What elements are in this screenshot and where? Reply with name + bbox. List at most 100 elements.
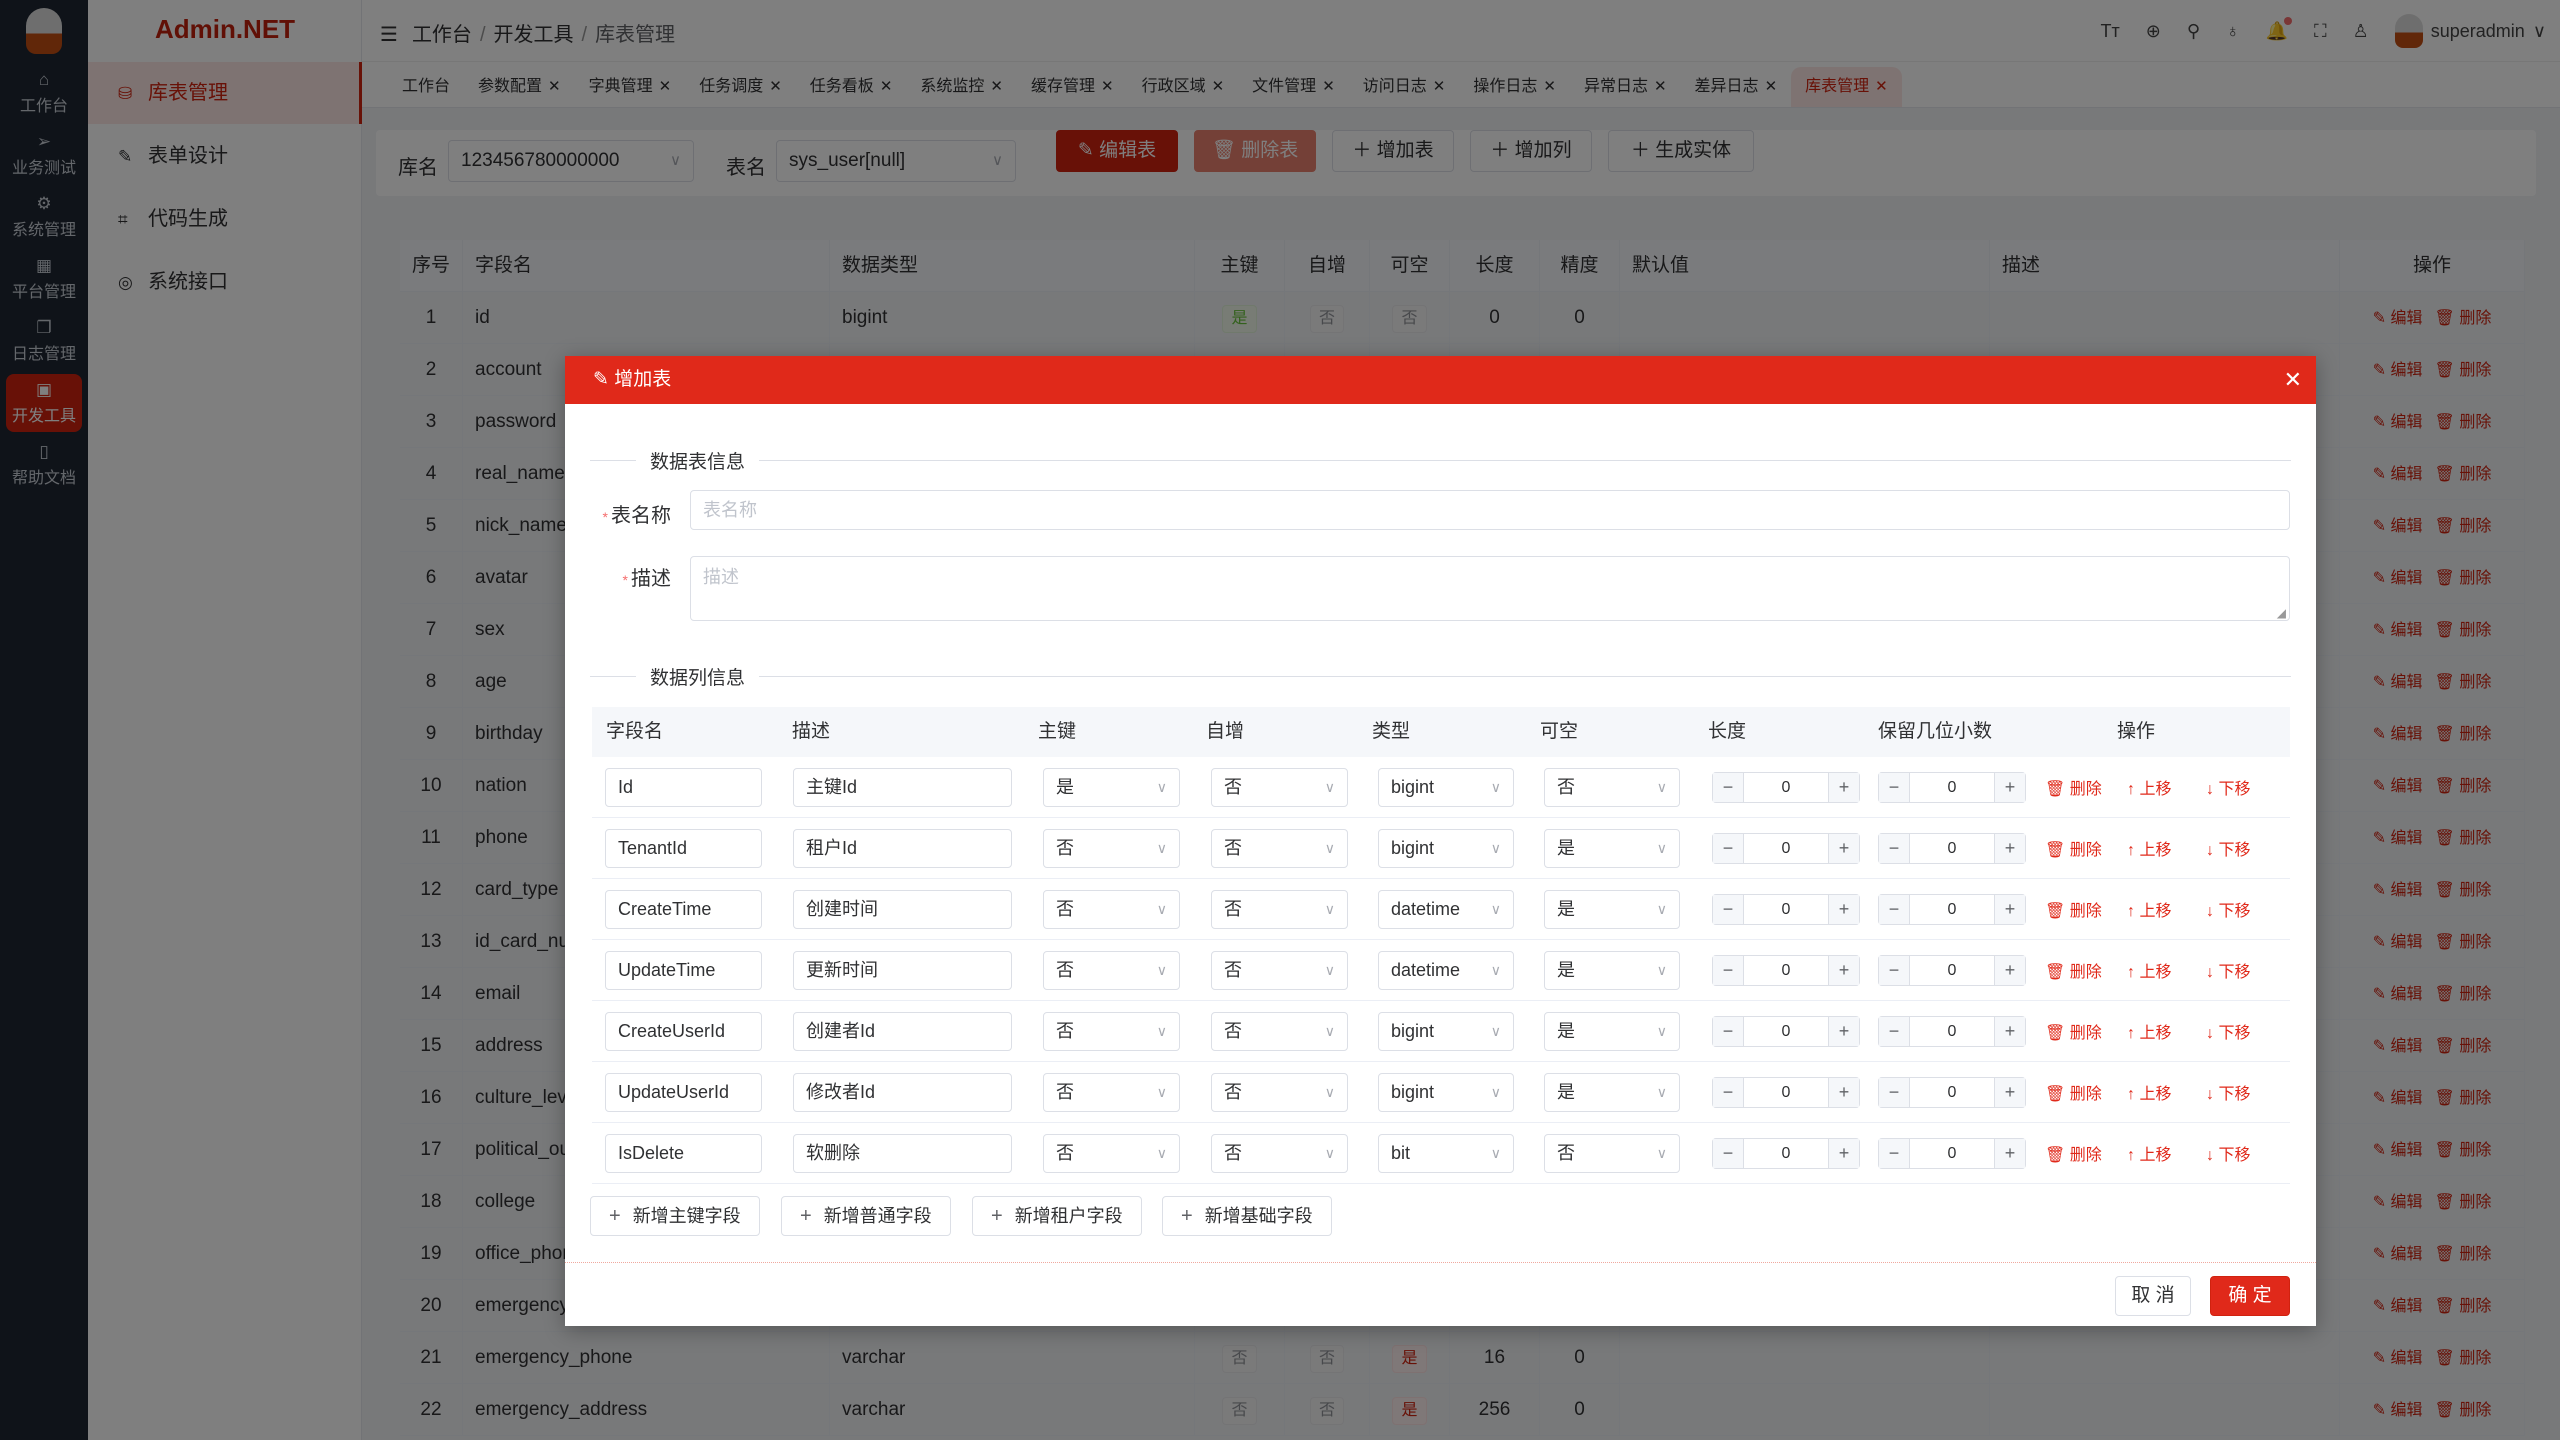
field-len-stepper[interactable]: −0 +	[1712, 955, 1860, 986]
field-len-stepper[interactable]: −0 +	[1712, 1016, 1860, 1047]
stepper-value[interactable]: 0	[1743, 956, 1829, 985]
field-type-select[interactable]: datetime ∨	[1378, 890, 1514, 929]
field-name-input[interactable]: TenantId	[605, 829, 762, 868]
field-name-input[interactable]: IsDelete	[605, 1134, 762, 1173]
minus-icon[interactable]: −	[1713, 1078, 1743, 1107]
field-pk-select[interactable]: 否 ∨	[1043, 1073, 1180, 1112]
add-field-button-3[interactable]: + 新增基础字段	[1162, 1196, 1332, 1236]
field-type-select[interactable]: bigint ∨	[1378, 1073, 1514, 1112]
minus-icon[interactable]: −	[1879, 834, 1909, 863]
plus-icon[interactable]: +	[1829, 834, 1859, 863]
stepper-value[interactable]: 0	[1743, 1078, 1829, 1107]
down-field-button[interactable]: ↓ 下移	[2206, 1019, 2250, 1043]
field-auto-select[interactable]: 否 ∨	[1211, 1134, 1348, 1173]
field-pk-select[interactable]: 否 ∨	[1043, 951, 1180, 990]
field-pk-select[interactable]: 否 ∨	[1043, 1134, 1180, 1173]
field-pk-select[interactable]: 否 ∨	[1043, 1012, 1180, 1051]
minus-icon[interactable]: −	[1713, 773, 1743, 802]
field-null-select[interactable]: 是 ∨	[1544, 829, 1680, 868]
field-name-input[interactable]: Id	[605, 768, 762, 807]
field-desc-input[interactable]: 更新时间	[793, 951, 1012, 990]
delete-field-button[interactable]: 🗑 删除	[2045, 775, 2102, 799]
table-name-input[interactable]: 表名称	[690, 490, 2290, 530]
close-icon[interactable]: ✕	[2283, 367, 2302, 392]
up-field-button[interactable]: ↑ 上移	[2127, 775, 2171, 799]
field-auto-select[interactable]: 否 ∨	[1211, 1073, 1348, 1112]
plus-icon[interactable]: +	[1995, 834, 2025, 863]
up-field-button[interactable]: ↑ 上移	[2127, 836, 2171, 860]
field-len-stepper[interactable]: −0 +	[1712, 1077, 1860, 1108]
down-field-button[interactable]: ↓ 下移	[2206, 958, 2250, 982]
stepper-value[interactable]: 0	[1743, 773, 1829, 802]
minus-icon[interactable]: −	[1879, 956, 1909, 985]
field-type-select[interactable]: bigint ∨	[1378, 1012, 1514, 1051]
delete-field-button[interactable]: 🗑 删除	[2045, 1019, 2102, 1043]
field-type-select[interactable]: bit ∨	[1378, 1134, 1514, 1173]
plus-icon[interactable]: +	[1995, 895, 2025, 924]
field-desc-input[interactable]: 主键Id	[793, 768, 1012, 807]
add-field-button-1[interactable]: + 新增普通字段	[781, 1196, 951, 1236]
field-name-input[interactable]: UpdateTime	[605, 951, 762, 990]
stepper-value[interactable]: 0	[1909, 956, 1995, 985]
field-desc-input[interactable]: 修改者Id	[793, 1073, 1012, 1112]
field-null-select[interactable]: 是 ∨	[1544, 1012, 1680, 1051]
field-dec-stepper[interactable]: −0 +	[1878, 833, 2026, 864]
field-name-input[interactable]: CreateTime	[605, 890, 762, 929]
minus-icon[interactable]: −	[1879, 895, 1909, 924]
plus-icon[interactable]: +	[1829, 895, 1859, 924]
minus-icon[interactable]: −	[1879, 1139, 1909, 1168]
field-pk-select[interactable]: 是 ∨	[1043, 768, 1180, 807]
plus-icon[interactable]: +	[1829, 1078, 1859, 1107]
delete-field-button[interactable]: 🗑 删除	[2045, 958, 2102, 982]
plus-icon[interactable]: +	[1829, 773, 1859, 802]
field-type-select[interactable]: bigint ∨	[1378, 768, 1514, 807]
down-field-button[interactable]: ↓ 下移	[2206, 1141, 2250, 1165]
field-auto-select[interactable]: 否 ∨	[1211, 829, 1348, 868]
field-desc-input[interactable]: 创建时间	[793, 890, 1012, 929]
field-len-stepper[interactable]: −0 +	[1712, 894, 1860, 925]
field-name-input[interactable]: CreateUserId	[605, 1012, 762, 1051]
minus-icon[interactable]: −	[1713, 1017, 1743, 1046]
plus-icon[interactable]: +	[1995, 1139, 2025, 1168]
field-pk-select[interactable]: 否 ∨	[1043, 829, 1180, 868]
stepper-value[interactable]: 0	[1909, 895, 1995, 924]
down-field-button[interactable]: ↓ 下移	[2206, 897, 2250, 921]
field-name-input[interactable]: UpdateUserId	[605, 1073, 762, 1112]
plus-icon[interactable]: +	[1829, 1139, 1859, 1168]
stepper-value[interactable]: 0	[1909, 1139, 1995, 1168]
field-null-select[interactable]: 是 ∨	[1544, 1073, 1680, 1112]
field-auto-select[interactable]: 否 ∨	[1211, 768, 1348, 807]
plus-icon[interactable]: +	[1995, 773, 2025, 802]
up-field-button[interactable]: ↑ 上移	[2127, 1080, 2171, 1104]
down-field-button[interactable]: ↓ 下移	[2206, 1080, 2250, 1104]
field-desc-input[interactable]: 租户Id	[793, 829, 1012, 868]
stepper-value[interactable]: 0	[1909, 834, 1995, 863]
field-len-stepper[interactable]: −0 +	[1712, 833, 1860, 864]
stepper-value[interactable]: 0	[1909, 773, 1995, 802]
resize-handle-icon[interactable]: ◢	[2276, 606, 2286, 620]
field-len-stepper[interactable]: −0 +	[1712, 1138, 1860, 1169]
delete-field-button[interactable]: 🗑 删除	[2045, 1080, 2102, 1104]
stepper-value[interactable]: 0	[1909, 1078, 1995, 1107]
cancel-button[interactable]: 取 消	[2115, 1276, 2191, 1316]
minus-icon[interactable]: −	[1713, 956, 1743, 985]
field-dec-stepper[interactable]: −0 +	[1878, 1016, 2026, 1047]
minus-icon[interactable]: −	[1713, 895, 1743, 924]
stepper-value[interactable]: 0	[1743, 1017, 1829, 1046]
up-field-button[interactable]: ↑ 上移	[2127, 1019, 2171, 1043]
field-auto-select[interactable]: 否 ∨	[1211, 1012, 1348, 1051]
field-null-select[interactable]: 是 ∨	[1544, 890, 1680, 929]
minus-icon[interactable]: −	[1879, 773, 1909, 802]
delete-field-button[interactable]: 🗑 删除	[2045, 836, 2102, 860]
field-dec-stepper[interactable]: −0 +	[1878, 1077, 2026, 1108]
up-field-button[interactable]: ↑ 上移	[2127, 897, 2171, 921]
minus-icon[interactable]: −	[1879, 1078, 1909, 1107]
minus-icon[interactable]: −	[1713, 834, 1743, 863]
field-dec-stepper[interactable]: −0 +	[1878, 955, 2026, 986]
down-field-button[interactable]: ↓ 下移	[2206, 836, 2250, 860]
minus-icon[interactable]: −	[1879, 1017, 1909, 1046]
field-desc-input[interactable]: 软删除	[793, 1134, 1012, 1173]
field-null-select[interactable]: 是 ∨	[1544, 951, 1680, 990]
up-field-button[interactable]: ↑ 上移	[2127, 958, 2171, 982]
field-type-select[interactable]: bigint ∨	[1378, 829, 1514, 868]
